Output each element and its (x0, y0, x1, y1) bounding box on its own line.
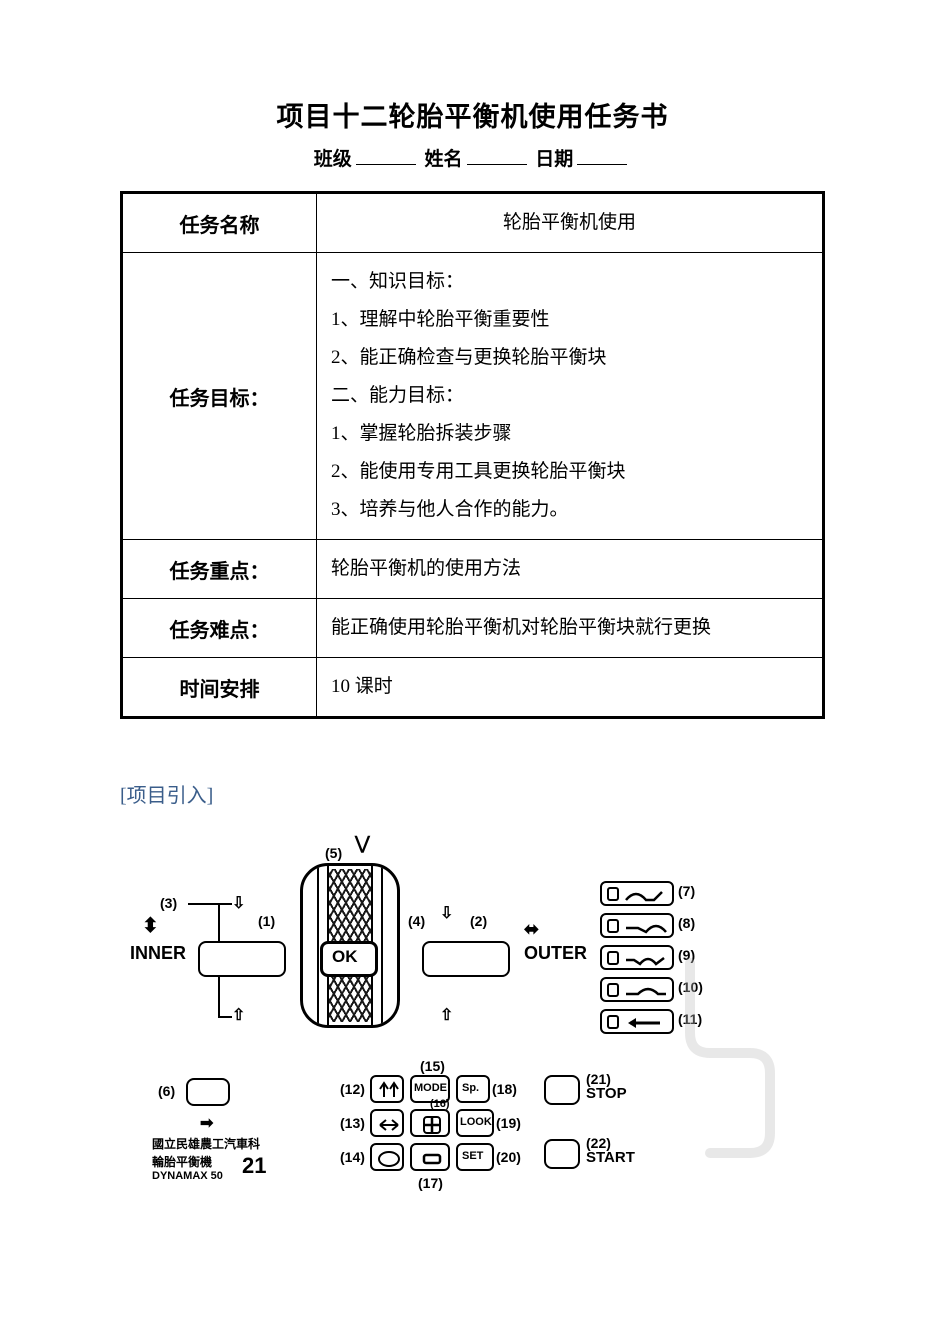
mode-button-11 (600, 1009, 674, 1034)
name-label: 姓名 (424, 149, 462, 170)
credits-line1: 國立民雄農工汽車科 (152, 1137, 260, 1153)
callout-12: (12) (340, 1081, 365, 1097)
row-label: 任务重点： (122, 540, 317, 599)
look-label: LOOK (460, 1116, 492, 1128)
inner-display (198, 941, 286, 977)
row-label: 任务名称 (122, 193, 317, 253)
section-intro: [项目引入] (120, 779, 825, 808)
row-content: 一、知识目标：1、理解中轮胎平衡重要性2、能正确检查与更换轮胎平衡块二、能力目标… (317, 253, 824, 540)
stop-label: STOP (586, 1085, 627, 1102)
form-row: 班级 姓名 日期 (120, 144, 825, 171)
callout-17: (17) (418, 1175, 443, 1191)
page-title: 项目十二轮胎平衡机使用任务书 (120, 95, 825, 134)
row-content: 能正确使用轮胎平衡机对轮胎平衡块就行更换 (317, 599, 824, 658)
callout-18: (18) (492, 1081, 517, 1097)
mode-button-7 (600, 881, 674, 906)
callout-19: (19) (496, 1115, 521, 1131)
up-arrow-icon: ⇧ (232, 1005, 245, 1025)
row-label: 任务难点： (122, 599, 317, 658)
callout-5: (5) (325, 845, 342, 861)
credits-line3: DYNAMAX 50 (152, 1169, 223, 1183)
table-row: 任务名称 轮胎平衡机使用 (122, 193, 824, 253)
down-arrow-icon: ⇩ (440, 903, 453, 923)
outer-label: OUTER (524, 943, 587, 964)
mode-button-10 (600, 977, 674, 1002)
mode-button-8 (600, 913, 674, 938)
btn-13 (370, 1109, 404, 1137)
task-table: 任务名称 轮胎平衡机使用 任务目标： 一、知识目标：1、理解中轮胎平衡重要性2、… (120, 191, 825, 719)
callout-13: (13) (340, 1115, 365, 1131)
watermark-bracket-icon (670, 953, 790, 1173)
class-label: 班级 (314, 149, 352, 170)
set-label: SET (462, 1150, 483, 1162)
right-arrow-icon: ➡ (200, 1113, 213, 1133)
callout-8: (8) (678, 915, 695, 931)
small-display-6 (186, 1078, 230, 1106)
mode-label: MODE (414, 1082, 447, 1094)
ok-label: OK (332, 947, 358, 967)
date-label: 日期 (535, 149, 573, 170)
sp-label: Sp. (462, 1082, 479, 1094)
callout-6: (6) (158, 1083, 175, 1099)
callout-14: (14) (340, 1149, 365, 1165)
callout-20: (20) (496, 1149, 521, 1165)
document-page: 项目十二轮胎平衡机使用任务书 班级 姓名 日期 任务名称 轮胎平衡机使用 任务目… (0, 0, 945, 1273)
callout-1: (1) (258, 913, 275, 929)
up-arrow-icon: ⇧ (440, 1005, 453, 1025)
callout-15: (15) (420, 1058, 445, 1074)
row-label: 任务目标： (122, 253, 317, 540)
row-content: 轮胎平衡机使用 (317, 193, 824, 253)
start-button (544, 1139, 580, 1169)
btn-16 (410, 1109, 450, 1137)
outer-display (422, 941, 510, 977)
inner-label: INNER (130, 943, 186, 964)
btn-12 (370, 1075, 404, 1103)
class-blank (356, 145, 416, 165)
balancer-panel-diagram: ⋁ (5) (3) ⇩ ⇧ ⬍ INNER (1) OK (4) ⇩ ⇧ (130, 823, 790, 1213)
mode-button-9 (600, 945, 674, 970)
date-blank (577, 145, 627, 165)
row-label: 时间安排 (122, 658, 317, 718)
table-row: 时间安排 10 课时 (122, 658, 824, 718)
table-row: 任务目标： 一、知识目标：1、理解中轮胎平衡重要性2、能正确检查与更换轮胎平衡块… (122, 253, 824, 540)
table-row: 任务难点： 能正确使用轮胎平衡机对轮胎平衡块就行更换 (122, 599, 824, 658)
row-content: 轮胎平衡机的使用方法 (317, 540, 824, 599)
start-label: START (586, 1149, 635, 1166)
down-arrow-icon: ⇩ (232, 893, 245, 913)
row-content: 10 课时 (317, 658, 824, 718)
chevron-down-icon: ⋁ (355, 833, 370, 854)
callout-16: (16) (430, 1098, 450, 1110)
callout-2: (2) (470, 913, 487, 929)
table-row: 任务重点： 轮胎平衡机的使用方法 (122, 540, 824, 599)
name-blank (467, 145, 527, 165)
vertical-arrow-icon: ⬍ (142, 913, 159, 938)
callout-4: (4) (408, 913, 425, 929)
page-number-21: 21 (242, 1153, 266, 1179)
callout-3: (3) (160, 895, 177, 911)
stop-button (544, 1075, 580, 1105)
horizontal-arrow-icon: ⬌ (524, 919, 539, 940)
callout-7: (7) (678, 883, 695, 899)
btn-17 (410, 1143, 450, 1171)
btn-14 (370, 1143, 404, 1171)
